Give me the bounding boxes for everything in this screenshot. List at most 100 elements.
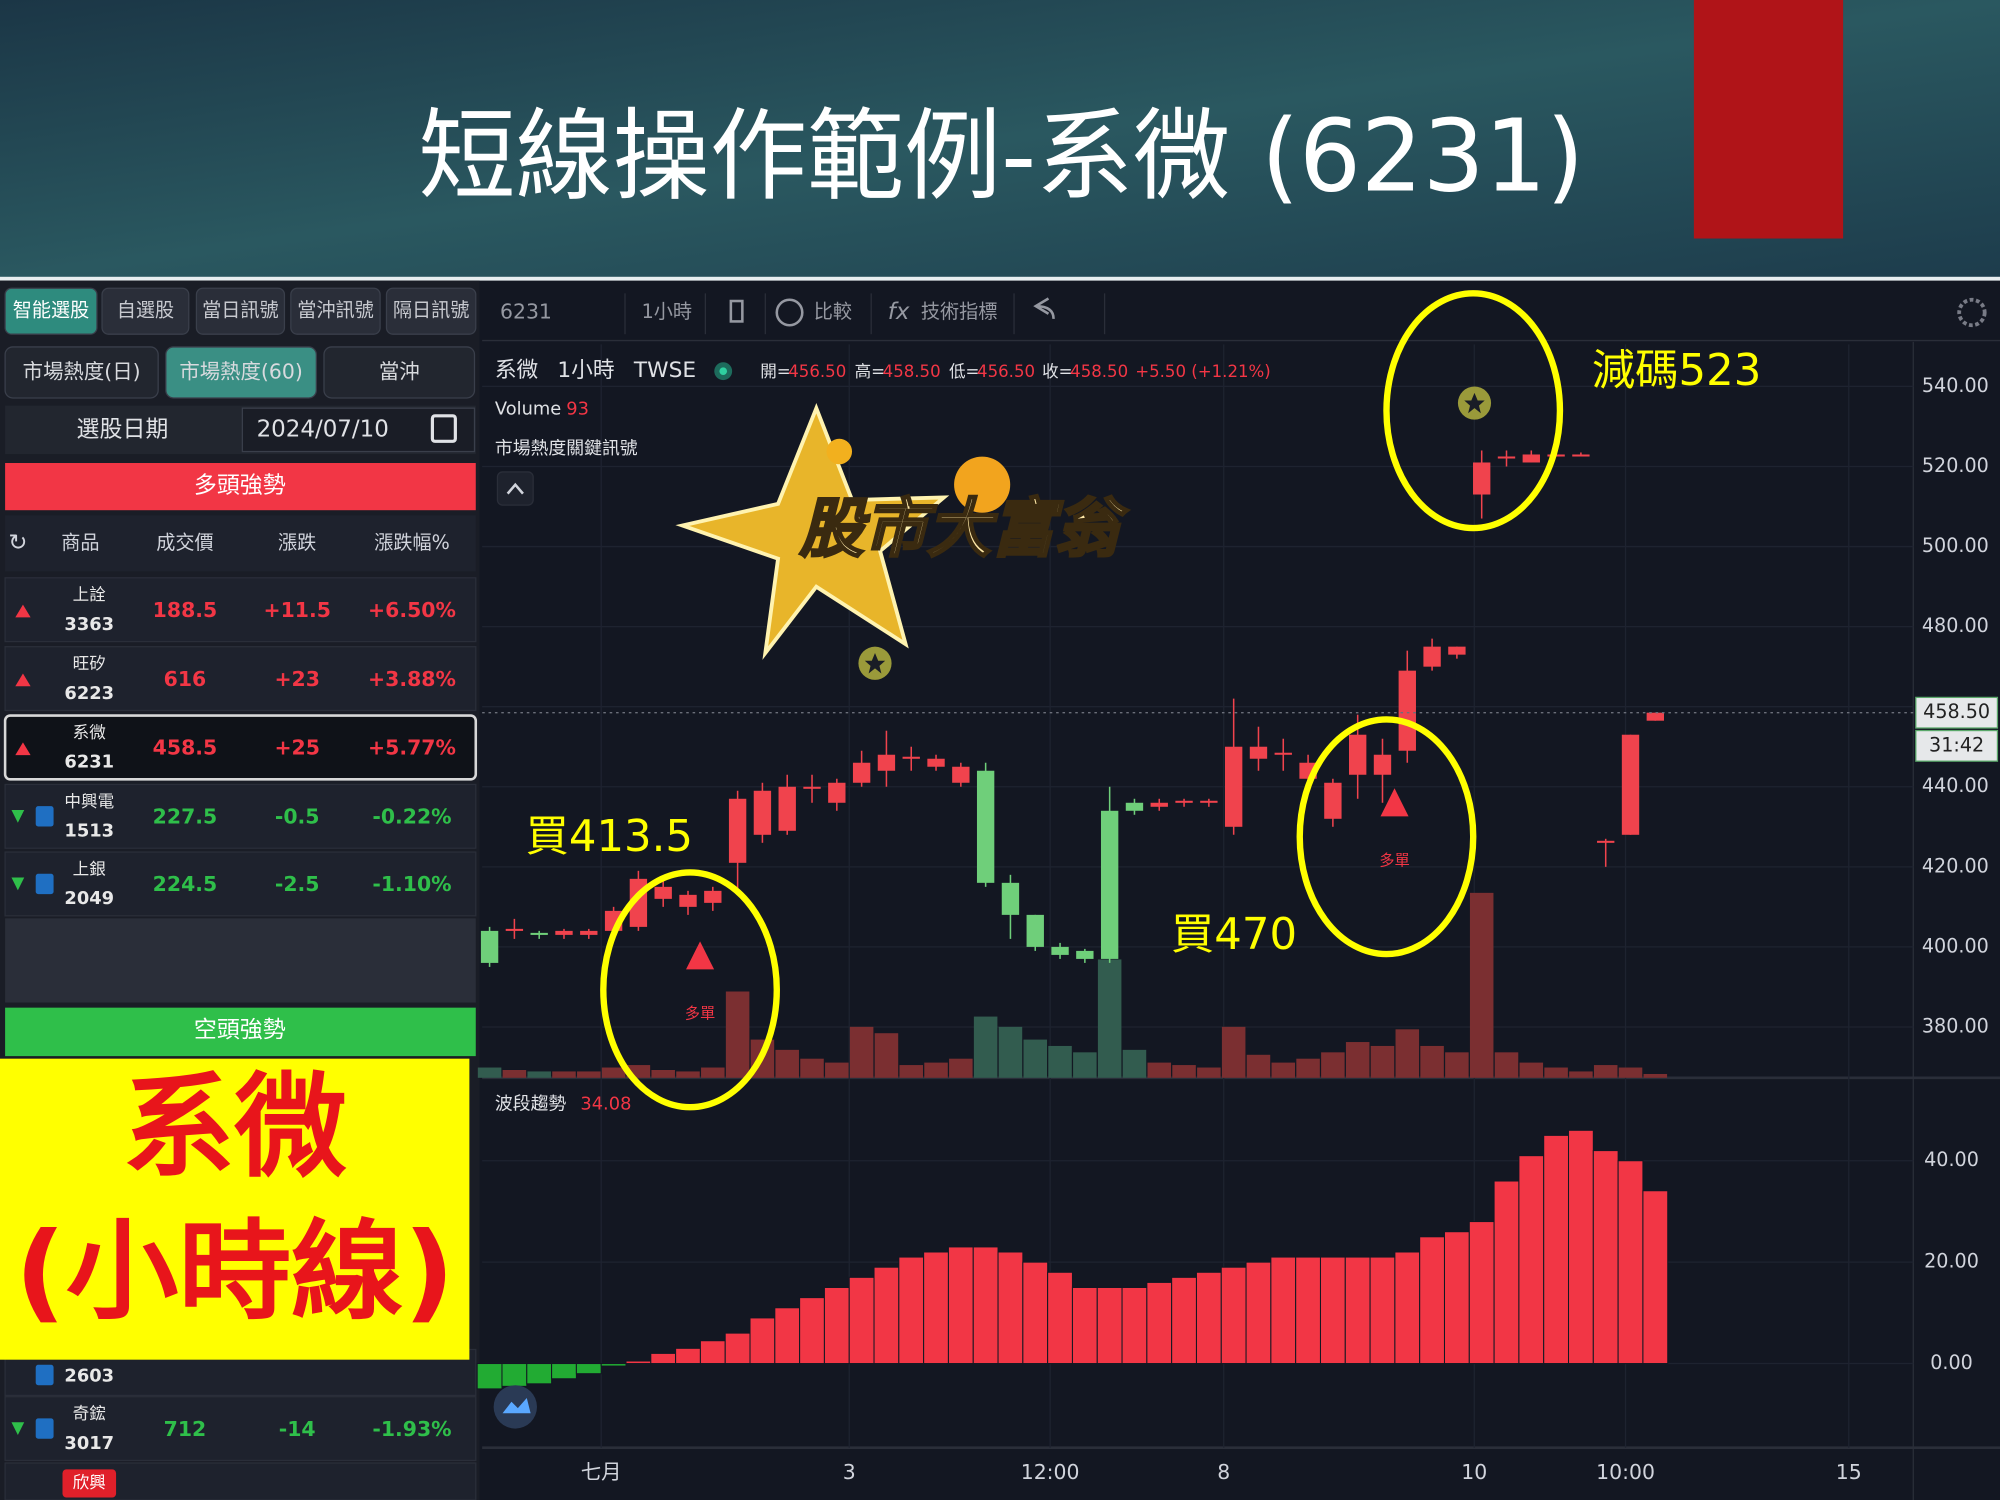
tab-label[interactable]: 隔日訊號: [393, 299, 469, 322]
x-tick-label: 12:00: [1021, 1460, 1080, 1484]
highlight-circle: [600, 869, 780, 1111]
volume-bar: [874, 1033, 899, 1078]
change: -2.5: [275, 872, 320, 896]
legend-interval: 1小時: [557, 358, 614, 383]
tab-label[interactable]: 智能選股: [13, 299, 90, 322]
candle-body: [902, 756, 920, 759]
trend-bar: [501, 1363, 528, 1387]
compare-icon[interactable]: [775, 298, 804, 327]
y-tick-label: 500.00: [1922, 534, 1989, 557]
trend-bar: [1369, 1256, 1396, 1365]
change-pct: +6.50%: [368, 598, 456, 622]
candle-body: [1001, 882, 1020, 915]
down-arrow: [11, 1422, 25, 1435]
candle-body: [1324, 782, 1342, 819]
trend-bar: [873, 1266, 900, 1365]
candle-body: [1200, 800, 1218, 803]
volume-bar: [1147, 1062, 1172, 1078]
volume-bar: [849, 1026, 874, 1078]
volume-bar: [1321, 1052, 1345, 1078]
x-tick-label: 10:00: [1596, 1460, 1655, 1484]
subtab-label[interactable]: 市場熱度(60): [179, 359, 302, 383]
tab-label[interactable]: 自選股: [117, 299, 174, 322]
candle-body: [728, 798, 747, 863]
trend-bar: [625, 1360, 652, 1365]
volume-bar: [1593, 1065, 1618, 1078]
up-arrow: [15, 604, 31, 618]
trend-value: 34.08: [580, 1094, 631, 1115]
x-tick-label: 七月: [581, 1460, 622, 1484]
fx-icon[interactable]: fx: [888, 299, 910, 325]
legend-value: 456.50: [788, 362, 846, 381]
trend-bar: [1543, 1134, 1570, 1365]
change: +11.5: [263, 598, 330, 622]
candle-body: [704, 890, 722, 903]
trend-bar: [1096, 1286, 1123, 1365]
subtab[interactable]: [323, 346, 476, 399]
legend-value: 458.50: [883, 362, 941, 381]
logo-coin: [954, 456, 1011, 513]
candle-icon[interactable]: [729, 299, 744, 323]
overlay-box: [0, 1058, 470, 1360]
trend-bar: [799, 1297, 825, 1365]
collapse-button[interactable]: [496, 471, 534, 506]
legend-value: 高=: [855, 362, 885, 381]
tab-label[interactable]: 當日訊號: [202, 299, 279, 322]
candle-body: [1175, 800, 1193, 803]
signal-label: 多單: [1379, 851, 1410, 869]
volume-label: Volume: [495, 398, 561, 419]
trend-bar: [1022, 1261, 1049, 1365]
refresh-icon[interactable]: ↻: [8, 530, 27, 556]
candle-body: [679, 894, 697, 907]
highlight-circle: [1383, 290, 1564, 532]
trend-bar: [1270, 1256, 1297, 1365]
volume-bar: [701, 1067, 725, 1078]
undo-icon[interactable]: [1033, 297, 1055, 319]
trend-bar: [600, 1363, 627, 1367]
stock-row[interactable]: [4, 783, 477, 849]
countdown: 31:42: [1929, 733, 1984, 756]
interval-button[interactable]: 1小時: [642, 300, 692, 323]
volume-bar: [527, 1071, 551, 1078]
tab[interactable]: [290, 287, 381, 335]
trend-bar: [1592, 1150, 1619, 1365]
compare-button[interactable]: 比較: [814, 300, 852, 323]
calendar-icon[interactable]: [430, 414, 457, 443]
tab[interactable]: [4, 287, 98, 335]
stock-row[interactable]: [3, 714, 478, 781]
volume-bar: [1420, 1045, 1444, 1078]
volume-bar: [725, 991, 750, 1078]
star-marker-icon: [864, 653, 886, 674]
candle-body: [877, 754, 896, 771]
stock-row[interactable]: [4, 577, 477, 643]
stock-name: 上銀: [73, 859, 106, 878]
legend-exchange: TWSE: [633, 358, 696, 383]
tab[interactable]: [385, 287, 477, 335]
column-header: 成交價: [156, 531, 213, 554]
stock-row[interactable]: [4, 1396, 477, 1462]
tab-label[interactable]: 當沖訊號: [297, 299, 374, 322]
symbol: 6231: [500, 300, 552, 324]
stock-row[interactable]: [4, 646, 477, 712]
subtab[interactable]: [165, 346, 317, 399]
settings-icon[interactable]: [1957, 297, 1987, 328]
volume-bar: [1271, 1062, 1296, 1078]
tab[interactable]: [101, 287, 190, 335]
subtab-label[interactable]: 當沖: [379, 359, 420, 383]
x-tick-label: 15: [1836, 1460, 1862, 1484]
candle-body: [530, 932, 548, 935]
volume-bar: [1395, 1029, 1420, 1078]
subtab-label[interactable]: 市場熱度(日): [23, 359, 141, 383]
subtab[interactable]: [4, 346, 159, 399]
trend-bar: [1319, 1256, 1346, 1365]
stock-row[interactable]: [4, 851, 477, 917]
price: 458.5: [153, 736, 218, 760]
indicators-button[interactable]: 技術指標: [921, 300, 998, 323]
y-tick-label: 0.00: [1930, 1351, 1973, 1374]
change: -0.5: [275, 805, 320, 829]
stock-name: 旺矽: [73, 654, 106, 673]
tab[interactable]: [195, 287, 286, 335]
trend-bar: [823, 1286, 850, 1365]
candle-body: [1349, 734, 1367, 775]
volume-bar: [676, 1071, 700, 1078]
